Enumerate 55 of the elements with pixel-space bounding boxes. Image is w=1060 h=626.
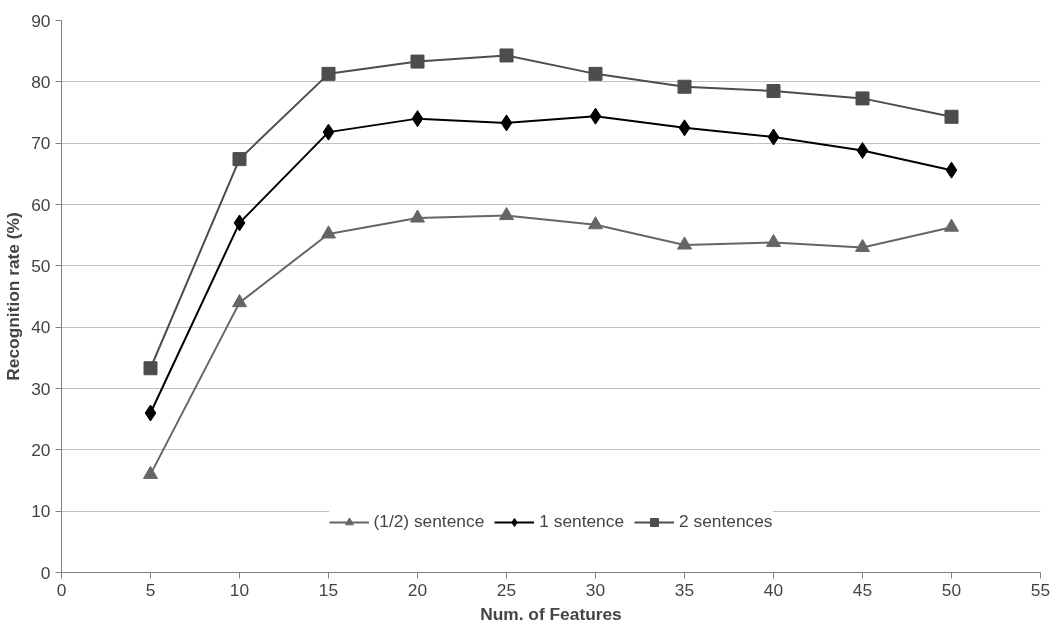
x-tick-label: 5 xyxy=(145,579,156,600)
point xyxy=(678,119,691,137)
x-tick-label: 35 xyxy=(674,579,695,600)
point xyxy=(143,465,158,479)
point xyxy=(499,48,514,63)
y-tick-label: 0 xyxy=(40,562,51,583)
y-tick-label: 20 xyxy=(31,439,51,460)
legend-label: 1 sentence xyxy=(539,511,625,532)
point xyxy=(944,218,959,232)
y-tick-label: 30 xyxy=(31,378,51,399)
point xyxy=(677,236,692,250)
y-tick-label: 40 xyxy=(31,317,51,338)
point xyxy=(588,66,603,81)
y-tick-label: 90 xyxy=(31,10,51,31)
legend-label: 2 sentences xyxy=(679,511,773,532)
point xyxy=(321,225,336,239)
x-tick-label: 45 xyxy=(852,579,873,600)
x-tick-label: 10 xyxy=(229,579,250,600)
x-tick-label: 50 xyxy=(941,579,962,600)
point xyxy=(945,161,958,179)
point xyxy=(766,84,781,99)
legend-label: (1/2) sentence xyxy=(373,511,485,532)
point xyxy=(411,110,424,128)
point xyxy=(855,238,870,252)
x-tick-label: 25 xyxy=(496,579,517,600)
point xyxy=(944,109,959,124)
y-tick-label: 50 xyxy=(31,255,51,276)
point xyxy=(321,66,336,81)
y-tick-label: 60 xyxy=(31,194,51,215)
point xyxy=(589,107,602,125)
y-axis-title: Recognition rate (%) xyxy=(3,212,24,381)
point xyxy=(233,214,246,232)
point xyxy=(232,294,247,308)
point xyxy=(499,206,514,221)
x-tick-label: 55 xyxy=(1030,579,1051,600)
y-tick-label: 80 xyxy=(31,71,51,92)
point xyxy=(410,54,425,69)
y-tick-label: 70 xyxy=(31,133,51,154)
point xyxy=(856,142,869,160)
point xyxy=(766,233,781,248)
x-axis-title: Num. of Features xyxy=(480,603,622,624)
point xyxy=(588,216,603,230)
point xyxy=(500,114,513,132)
point xyxy=(232,152,247,167)
x-tick-label: 40 xyxy=(763,579,784,600)
point xyxy=(322,123,335,141)
point xyxy=(677,79,692,94)
x-tick-label: 0 xyxy=(56,579,67,600)
y-tick-label: 10 xyxy=(31,501,51,522)
x-tick-label: 15 xyxy=(318,579,339,600)
point xyxy=(855,91,870,106)
x-tick-label: 20 xyxy=(407,579,428,600)
point xyxy=(767,128,780,146)
x-tick-label: 30 xyxy=(585,579,606,600)
point xyxy=(410,209,425,223)
